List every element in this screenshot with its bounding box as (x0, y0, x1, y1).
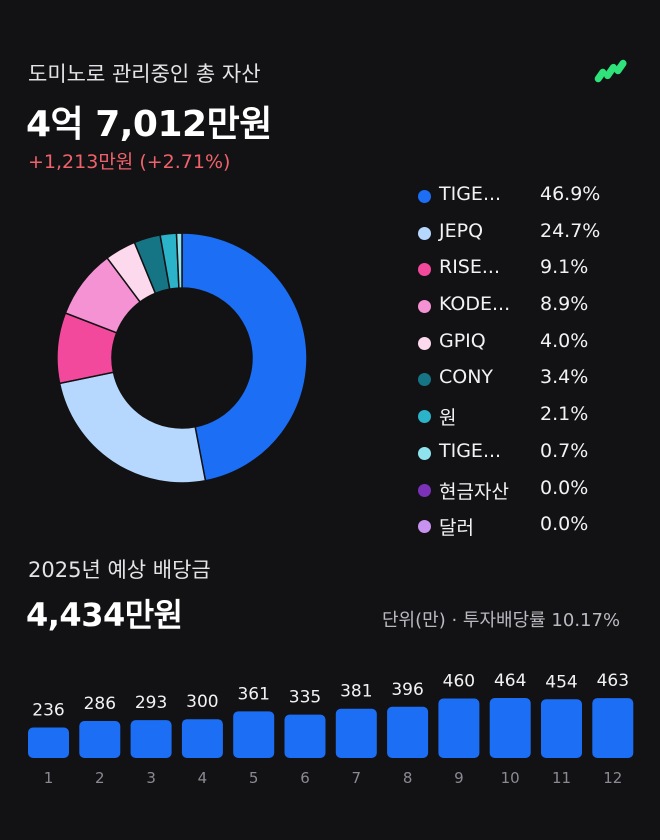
bar-value-label: 300 (186, 692, 218, 712)
month-tick-label: 8 (403, 769, 413, 787)
dividend-unit-info: 단위(만) · 투자배당률 10.17% (382, 610, 621, 631)
legend-percent: 46.9% (540, 183, 601, 205)
legend-name: TIGE... (439, 439, 502, 462)
legend-color-dot (418, 373, 431, 387)
monthly-dividend-bar-chart: 236 1 286 2 293 3 300 4 361 5 335 6 381 7 396 8 460 9 464 1… (28, 671, 634, 787)
bar-value-label: 361 (237, 684, 269, 704)
legend-name: CONY (439, 366, 494, 389)
donut-slice (175, 232, 183, 289)
legend-item: 달러 0.0% (418, 512, 648, 549)
total-assets-caption: 도미노로 관리중인 총 자산 (28, 62, 261, 86)
bar-value-label: 460 (443, 672, 475, 692)
legend-percent: 24.7% (540, 219, 601, 242)
legend-color-dot (418, 226, 431, 240)
month-tick-label: 7 (352, 769, 362, 787)
asset-legend: TIGE... 46.9% JEPQ 24.7% RISE... 9.1% KODE... 8… (418, 182, 648, 549)
month-tick-label: 12 (603, 769, 622, 787)
asset-donut-chart (56, 232, 308, 484)
assets-change: +1,213만원 (+2.71%) (28, 151, 231, 173)
legend-color-dot (418, 520, 431, 534)
legend-color-dot (418, 336, 431, 350)
legend-color-dot (418, 263, 431, 277)
month-tick-label: 9 (454, 769, 464, 787)
legend-item: TIGE... 0.7% (418, 439, 648, 476)
month-tick-label: 4 (198, 769, 208, 787)
legend-item: KODE... 8.9% (418, 292, 648, 329)
bar-value-label: 286 (84, 694, 116, 714)
legend-percent: 8.9% (540, 293, 589, 316)
bar (79, 721, 121, 758)
legend-percent: 2.1% (540, 403, 589, 426)
month-tick-label: 6 (300, 769, 310, 787)
legend-name: KODE... (439, 293, 511, 316)
legend-color-dot (418, 410, 431, 424)
month-tick-label: 10 (501, 769, 520, 787)
legend-color-dot (418, 300, 431, 314)
legend-name: RISE... (439, 256, 500, 279)
bar-value-label: 463 (597, 671, 629, 691)
legend-name: JEPQ (439, 219, 484, 242)
legend-item: JEPQ 24.7% (418, 219, 648, 256)
bar-value-label: 454 (545, 672, 577, 692)
bar (233, 711, 275, 758)
legend-item: RISE... 9.1% (418, 255, 648, 292)
dividend-amount: 4,434만원 (26, 596, 183, 634)
legend-item: 원 2.1% (418, 402, 648, 439)
month-tick-label: 1 (44, 769, 54, 787)
bar (28, 727, 69, 758)
legend-name: 달러 (439, 517, 474, 540)
bar-value-label: 293 (135, 693, 167, 713)
legend-percent: 0.0% (540, 476, 589, 499)
legend-name: 원 (439, 407, 457, 430)
dividend-caption: 2025년 예상 배당금 (28, 558, 211, 582)
bar-value-label: 396 (391, 680, 423, 700)
bar (592, 698, 634, 758)
month-tick-label: 3 (146, 769, 156, 787)
legend-color-dot (418, 190, 431, 203)
month-tick-label: 2 (95, 769, 105, 787)
bar (130, 720, 172, 758)
bar-value-label: 464 (494, 671, 526, 691)
bar-value-label: 236 (32, 700, 64, 720)
bar (541, 699, 582, 758)
legend-item: CONY 3.4% (418, 365, 648, 402)
legend-item: GPIQ 4.0% (418, 329, 648, 366)
month-tick-label: 11 (552, 769, 571, 787)
legend-color-dot (418, 483, 431, 497)
legend-item: TIGE... 46.9% (418, 182, 648, 219)
donut-slice (181, 232, 308, 482)
total-assets-value: 4억 7,012만원 (26, 104, 272, 145)
bar (438, 698, 480, 758)
bar-value-label: 381 (340, 682, 372, 702)
bar (335, 708, 377, 758)
legend-color-dot (418, 446, 431, 460)
legend-name: GPIQ (439, 329, 486, 352)
bar (284, 714, 326, 758)
app-logo-icon (594, 59, 627, 83)
legend-item: 현금자산 0.0% (418, 476, 648, 513)
bar-value-label: 335 (289, 688, 321, 708)
legend-percent: 9.1% (540, 256, 589, 279)
legend-name: 현금자산 (439, 480, 509, 503)
legend-percent: 4.0% (540, 329, 589, 352)
bar (181, 719, 223, 758)
legend-percent: 0.0% (540, 513, 589, 536)
month-tick-label: 5 (249, 769, 259, 787)
legend-percent: 0.7% (540, 439, 589, 462)
donut-slice (58, 371, 207, 484)
legend-percent: 3.4% (540, 366, 589, 389)
legend-name: TIGE... (439, 183, 502, 205)
bar (489, 698, 531, 758)
bar (387, 706, 429, 758)
